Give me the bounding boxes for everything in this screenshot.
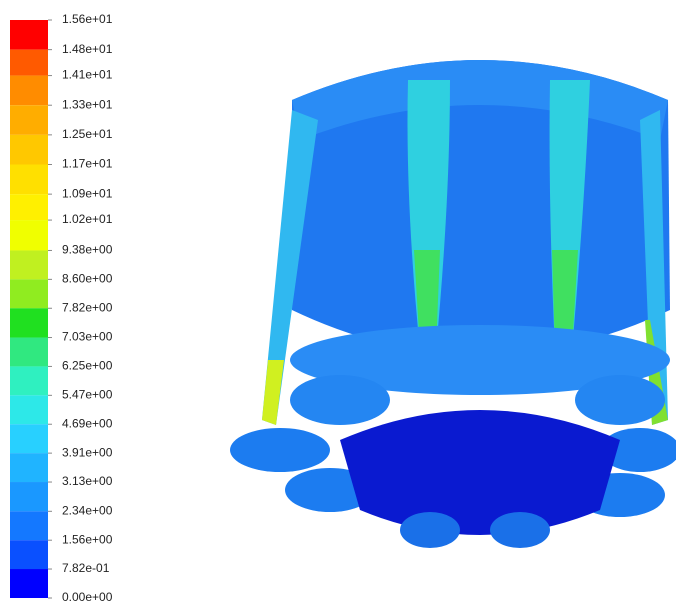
colorbar-label: 1.56e+00: [62, 532, 113, 546]
colorbar-segment: [10, 424, 48, 453]
colorbar-label: 8.60e+00: [62, 272, 113, 286]
colorbar-label: 9.38e+00: [62, 243, 113, 257]
colorbar-label: 7.82e-01: [62, 561, 110, 575]
page: 1.56e+01 1.48e+01 1.41e+01 1.33e+01 1.25e+01…: [0, 0, 676, 608]
blade: [230, 428, 330, 472]
colorbar-label: 4.69e+00: [62, 416, 113, 430]
colorbar-label: 3.91e+00: [62, 445, 113, 459]
blade: [490, 512, 550, 548]
colorbar-segment: [10, 135, 48, 165]
colorbar-segment: [10, 194, 48, 220]
colorbar-label: 1.02e+01: [62, 212, 113, 226]
colorbar-label: 1.56e+01: [62, 12, 113, 26]
colorbar-segment: [10, 50, 48, 76]
colorbar-segment: [10, 482, 48, 511]
colorbar-label: 7.03e+00: [62, 330, 113, 344]
colorbar-label: 6.25e+00: [62, 359, 113, 373]
colorbar-label: 1.25e+01: [62, 127, 113, 141]
colorbar-label: 1.33e+01: [62, 97, 113, 111]
colorbar-segment: [10, 338, 48, 367]
colorbar-label: 1.17e+01: [62, 157, 113, 171]
geometry: [230, 60, 676, 548]
blade: [290, 375, 390, 425]
colorbar-segment: [10, 308, 48, 337]
colorbar-segment: [10, 366, 48, 395]
colorbar-label: 5.47e+00: [62, 388, 113, 402]
colorbar-segment: [10, 540, 48, 569]
colorbar-label: 2.34e+00: [62, 503, 113, 517]
colorbar-segment: [10, 20, 48, 50]
colorbar-segment: [10, 453, 48, 482]
blade: [575, 375, 665, 425]
colorbar-segment: [10, 105, 48, 135]
colorbar-segment: [10, 569, 48, 598]
colorbar-label: 3.13e+00: [62, 474, 113, 488]
colorbar-segment: [10, 250, 48, 279]
colorbar-label: 1.48e+01: [62, 42, 113, 56]
jet-tip: [262, 360, 284, 425]
colorbar-label: 1.41e+01: [62, 68, 113, 82]
hub: [340, 410, 620, 535]
colorbar-segment: [10, 76, 48, 106]
colorbar-segment: [10, 279, 48, 308]
blade: [400, 512, 460, 548]
contour-view: 1.56e+01 1.48e+01 1.41e+01 1.33e+01 1.25e+01…: [0, 0, 676, 608]
colorbar-label: 1.09e+01: [62, 186, 113, 200]
colorbar-segment: [10, 395, 48, 424]
colorbar-label: 7.82e+00: [62, 300, 113, 314]
colorbar-segment: [10, 165, 48, 195]
colorbar-segment: [10, 220, 48, 250]
colorbar-segment: [10, 511, 48, 540]
colorbar-label: 0.00e+00: [62, 590, 113, 604]
